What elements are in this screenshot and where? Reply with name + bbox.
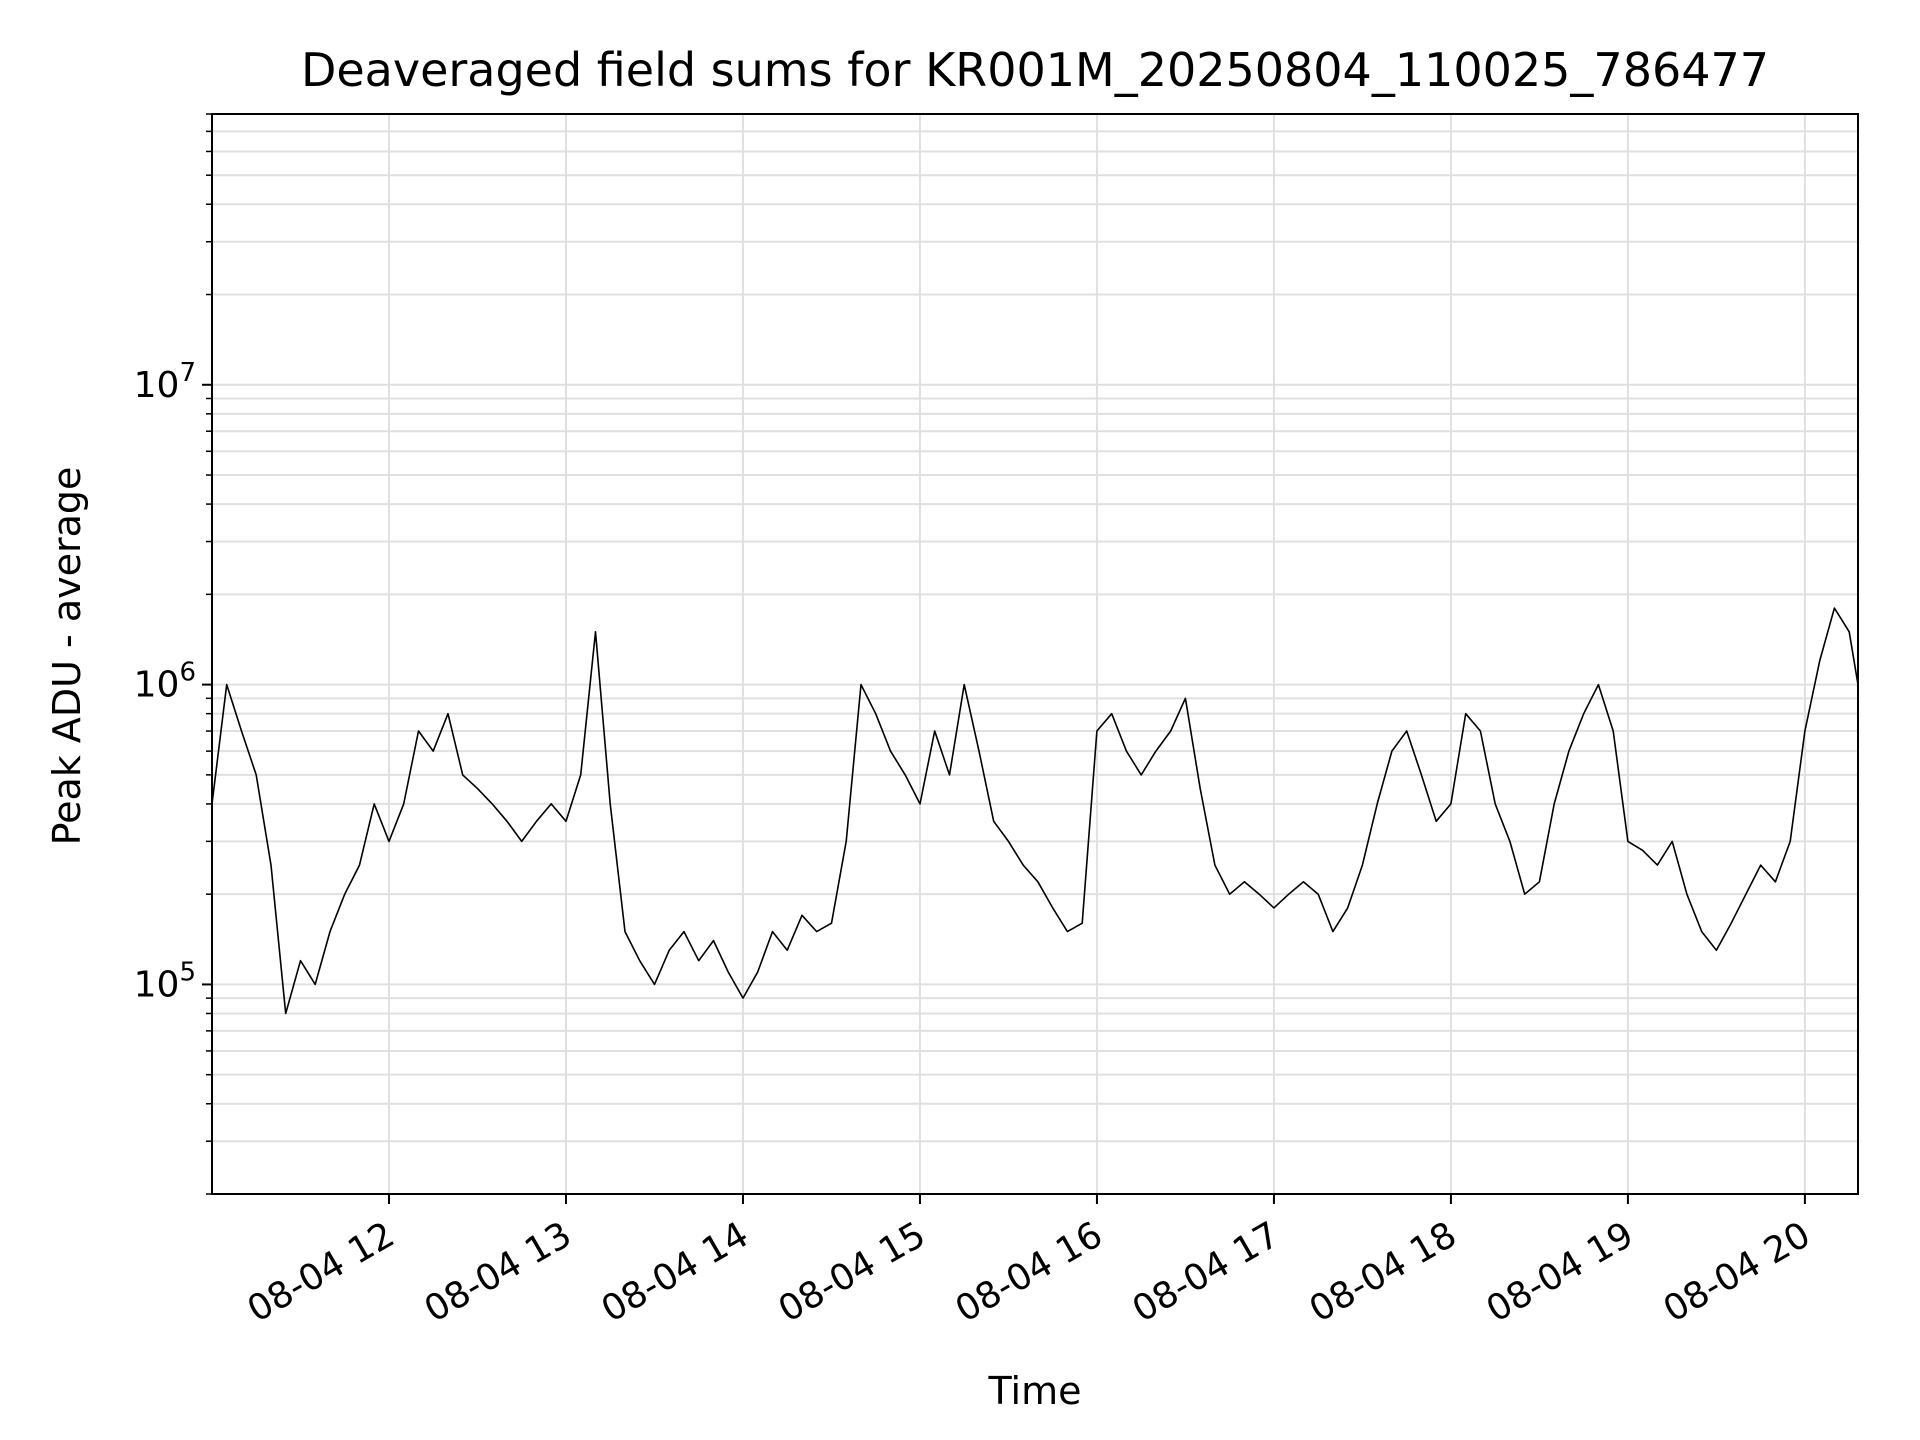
y-tick-label: 106 xyxy=(134,658,196,706)
x-axis-label: Time xyxy=(988,1369,1082,1413)
y-tick-label: 107 xyxy=(134,358,196,406)
plot-frame xyxy=(211,113,1859,1195)
y-axis: 105 106 107 xyxy=(134,113,212,1195)
series-layer xyxy=(211,607,1859,1015)
grid xyxy=(212,113,1858,1195)
y-tick-label: 105 xyxy=(134,957,196,1005)
y-axis-label: Peak ADU - average xyxy=(45,467,89,846)
chart-title: Deaveraged field sums for KR001M_2025080… xyxy=(301,43,1769,97)
series-line xyxy=(211,607,1859,1015)
